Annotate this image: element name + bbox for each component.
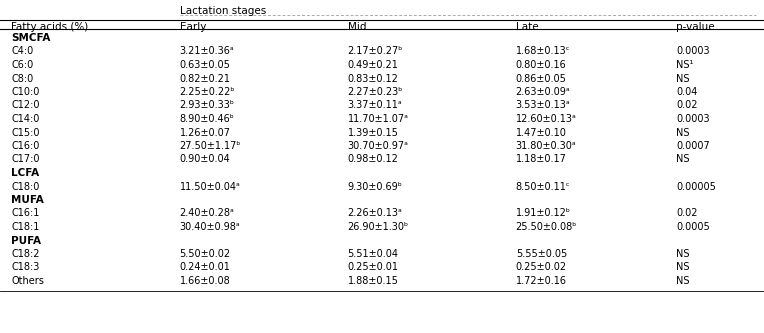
Text: 5.55±0.05: 5.55±0.05 [516,249,567,259]
Text: 2.93±0.33ᵇ: 2.93±0.33ᵇ [180,101,235,111]
Text: 1.47±0.10: 1.47±0.10 [516,128,567,138]
Text: C18:2: C18:2 [11,249,40,259]
Text: C18:0: C18:0 [11,181,40,191]
Text: 0.98±0.12: 0.98±0.12 [348,155,399,165]
Text: Others: Others [11,276,44,286]
Text: NS: NS [676,262,690,272]
Text: LCFA: LCFA [11,168,40,178]
Text: 0.02: 0.02 [676,101,698,111]
Text: 1.72±0.16: 1.72±0.16 [516,276,567,286]
Text: 3.21±0.36ᵃ: 3.21±0.36ᵃ [180,47,234,57]
Text: 27.50±1.17ᵇ: 27.50±1.17ᵇ [180,141,241,151]
Text: C14:0: C14:0 [11,114,40,124]
Text: Late: Late [516,22,539,32]
Text: 8.90±0.46ᵇ: 8.90±0.46ᵇ [180,114,235,124]
Text: 0.0005: 0.0005 [676,222,710,232]
Text: C15:0: C15:0 [11,128,40,138]
Text: C12:0: C12:0 [11,101,40,111]
Text: C16:1: C16:1 [11,208,40,218]
Text: C17:0: C17:0 [11,155,40,165]
Text: 2.26±0.13ᵃ: 2.26±0.13ᵃ [348,208,403,218]
Text: NS: NS [676,155,690,165]
Text: MUFA: MUFA [11,195,44,205]
Text: 12.60±0.13ᵃ: 12.60±0.13ᵃ [516,114,577,124]
Text: C10:0: C10:0 [11,87,40,97]
Text: 2.63±0.09ᵃ: 2.63±0.09ᵃ [516,87,570,97]
Text: 5.51±0.04: 5.51±0.04 [348,249,399,259]
Text: 30.40±0.98ᵃ: 30.40±0.98ᵃ [180,222,240,232]
Text: 25.50±0.08ᵇ: 25.50±0.08ᵇ [516,222,577,232]
Text: 8.50±0.11ᶜ: 8.50±0.11ᶜ [516,181,570,191]
Text: NS¹: NS¹ [676,60,694,70]
Text: 0.25±0.02: 0.25±0.02 [516,262,567,272]
Text: 1.26±0.07: 1.26±0.07 [180,128,231,138]
Text: 1.88±0.15: 1.88±0.15 [348,276,399,286]
Text: 0.80±0.16: 0.80±0.16 [516,60,566,70]
Text: C18:3: C18:3 [11,262,40,272]
Text: C18:1: C18:1 [11,222,40,232]
Text: 30.70±0.97ᵃ: 30.70±0.97ᵃ [348,141,409,151]
Text: C16:0: C16:0 [11,141,40,151]
Text: PUFA: PUFA [11,235,41,245]
Text: 0.86±0.05: 0.86±0.05 [516,74,567,84]
Text: 0.0003: 0.0003 [676,47,710,57]
Text: 0.00005: 0.00005 [676,181,716,191]
Text: 26.90±1.30ᵇ: 26.90±1.30ᵇ [348,222,409,232]
Text: NS: NS [676,249,690,259]
Text: 9.30±0.69ᵇ: 9.30±0.69ᵇ [348,181,403,191]
Text: 2.40±0.28ᵃ: 2.40±0.28ᵃ [180,208,235,218]
Text: Early: Early [180,22,206,32]
Text: p-value: p-value [676,22,715,32]
Text: 0.82±0.21: 0.82±0.21 [180,74,231,84]
Text: 0.24±0.01: 0.24±0.01 [180,262,231,272]
Text: 2.27±0.23ᵇ: 2.27±0.23ᵇ [348,87,403,97]
Text: 2.17±0.27ᵇ: 2.17±0.27ᵇ [348,47,403,57]
Text: 11.50±0.04ᵃ: 11.50±0.04ᵃ [180,181,241,191]
Text: 0.83±0.12: 0.83±0.12 [348,74,399,84]
Text: Lactation stages: Lactation stages [180,6,266,16]
Text: C8:0: C8:0 [11,74,34,84]
Text: 0.25±0.01: 0.25±0.01 [348,262,399,272]
Text: 1.91±0.12ᵇ: 1.91±0.12ᵇ [516,208,571,218]
Text: NS: NS [676,128,690,138]
Text: C4:0: C4:0 [11,47,34,57]
Text: 0.90±0.04: 0.90±0.04 [180,155,230,165]
Text: 0.0003: 0.0003 [676,114,710,124]
Text: 0.02: 0.02 [676,208,698,218]
Text: 0.49±0.21: 0.49±0.21 [348,60,399,70]
Text: 1.66±0.08: 1.66±0.08 [180,276,230,286]
Text: 11.70±1.07ᵃ: 11.70±1.07ᵃ [348,114,409,124]
Text: Fatty acids (%): Fatty acids (%) [11,22,89,32]
Text: 0.63±0.05: 0.63±0.05 [180,60,231,70]
Text: Mid: Mid [348,22,366,32]
Text: 2.25±0.22ᵇ: 2.25±0.22ᵇ [180,87,235,97]
Text: 5.50±0.02: 5.50±0.02 [180,249,231,259]
Text: NS: NS [676,276,690,286]
Text: 0.0007: 0.0007 [676,141,710,151]
Text: C6:0: C6:0 [11,60,34,70]
Text: 3.37±0.11ᵃ: 3.37±0.11ᵃ [348,101,402,111]
Text: SMCFA: SMCFA [11,33,51,43]
Text: 0.04: 0.04 [676,87,698,97]
Text: NS: NS [676,74,690,84]
Text: 1.39±0.15: 1.39±0.15 [348,128,399,138]
Text: 31.80±0.30ᵃ: 31.80±0.30ᵃ [516,141,576,151]
Text: 1.68±0.13ᶜ: 1.68±0.13ᶜ [516,47,570,57]
Text: 1.18±0.17: 1.18±0.17 [516,155,567,165]
Text: 3.53±0.13ᵃ: 3.53±0.13ᵃ [516,101,570,111]
